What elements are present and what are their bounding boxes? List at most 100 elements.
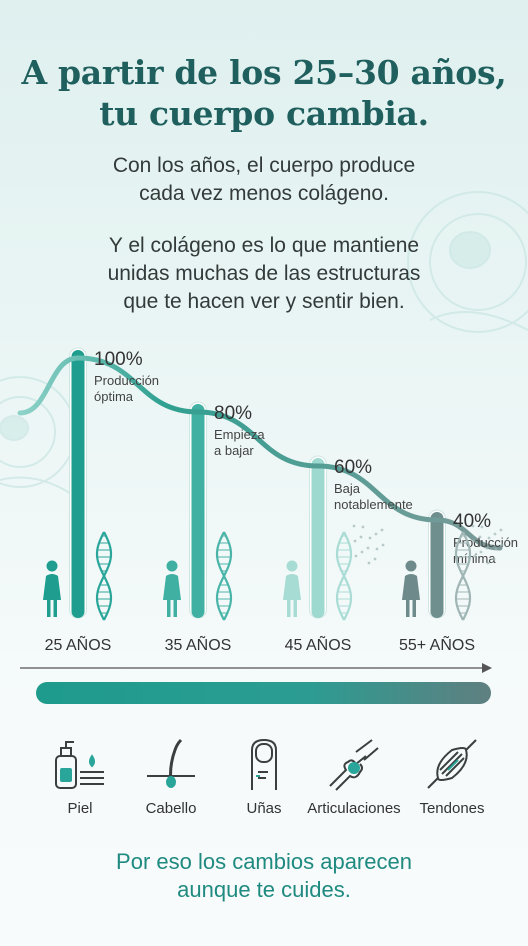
title-line-1: A partir de los 25–30 años,: [21, 53, 507, 92]
dna-particle: [374, 532, 378, 536]
benefit-skin: Piel: [25, 736, 135, 817]
person-leg: [412, 599, 416, 617]
intro-line: cada vez menos colágeno.: [139, 182, 389, 205]
footer-line: Por eso los cambios aparecen: [116, 849, 412, 874]
person-leg: [47, 599, 51, 617]
trend-curve: [17, 355, 503, 551]
x-tick-label: 55+ AÑOS: [399, 634, 475, 654]
hair-icon: [147, 738, 195, 788]
benefit-tendons: Tendones: [397, 736, 507, 817]
intro-line: unidas muchas de las estructuras: [107, 262, 421, 285]
tendon-icon: [427, 739, 477, 789]
benefit-hair: Cabello: [116, 736, 226, 817]
dna-particle: [486, 561, 490, 565]
dna-strand: [95, 531, 113, 621]
person-leg: [173, 599, 177, 617]
dna-particle: [485, 546, 489, 550]
intro-paragraph-1: Con los años, el cuerpo produce cada vez…: [0, 152, 528, 208]
nail-icon: [251, 738, 277, 790]
dna-particle: [354, 554, 358, 558]
bar-value-label: 100%: [94, 349, 143, 370]
timeline-band: [36, 682, 491, 704]
bar-value-label: 60%: [334, 457, 372, 478]
dna-particle: [473, 554, 477, 558]
joint-icon: [329, 739, 379, 791]
bar-value-label: 40%: [453, 511, 491, 532]
person-body: [283, 574, 301, 600]
person-body: [43, 574, 61, 600]
dna-particle: [494, 547, 498, 551]
bar-annotation: mínima: [453, 551, 496, 566]
person-head: [46, 560, 58, 572]
dna-particle: [487, 536, 491, 540]
bar-annotation: Empieza: [214, 427, 265, 442]
dna-particle: [472, 539, 476, 543]
dna-particle: [479, 550, 483, 554]
dna-particle: [360, 550, 364, 554]
person-body: [163, 574, 181, 600]
benefit-label: Cabello: [145, 800, 197, 817]
dna-particle: [352, 524, 356, 528]
dna-particle: [480, 525, 484, 529]
benefit-label: Uñas: [246, 800, 282, 817]
footer-message: Por eso los cambios aparecen aunque te c…: [0, 848, 528, 904]
dna-particle: [361, 525, 365, 529]
benefit-label: Piel: [67, 800, 93, 817]
intro-paragraph-2: Y el colágeno es lo que mantiene unidas …: [0, 232, 528, 316]
person-leg: [287, 599, 291, 617]
dna-particle: [353, 539, 357, 543]
bar-annotation: notablemente: [334, 497, 413, 512]
dna-strand: [215, 531, 233, 621]
x-tick-label: 35 AÑOS: [165, 634, 232, 654]
bar: [311, 458, 325, 618]
person-head: [286, 560, 298, 572]
person-leg: [53, 599, 57, 617]
benefit-nails: Uñas: [209, 736, 319, 817]
bar-annotation: a bajar: [214, 443, 254, 458]
dna-particle: [493, 532, 497, 536]
intro-line: Con los años, el cuerpo produce: [112, 154, 416, 177]
bar: [191, 404, 205, 618]
intro-line: Y el colágeno es lo que mantiene: [108, 234, 420, 257]
dna-particle: [492, 557, 496, 561]
person-leg: [167, 599, 171, 617]
x-axis-arrow: [482, 663, 492, 673]
dna-strand: [454, 531, 472, 621]
x-tick-label: 25 AÑOS: [45, 634, 112, 654]
dna-particle: [375, 547, 379, 551]
dna-particle: [381, 543, 385, 547]
benefit-label: Tendones: [419, 800, 485, 817]
dna-particle: [478, 535, 482, 539]
dna-particle: [499, 528, 503, 532]
dna-particle: [367, 561, 371, 565]
benefit-joints: Articulaciones: [299, 736, 409, 817]
person-body: [402, 574, 420, 600]
benefit-label: Articulaciones: [307, 800, 401, 817]
footer-line: aunque te cuides.: [177, 877, 351, 902]
person-head: [405, 560, 417, 572]
bar-annotation: Producción: [94, 373, 159, 388]
dna-strand: [335, 531, 353, 621]
bar-annotation: óptima: [94, 389, 134, 404]
dna-particle: [373, 557, 377, 561]
title-line-2: tu cuerpo cambia.: [99, 94, 429, 133]
bar-annotation: Baja: [334, 481, 361, 496]
x-tick-label: 45 AÑOS: [285, 634, 352, 654]
bar: [71, 350, 85, 618]
person-leg: [293, 599, 297, 617]
intro-line: que te hacen ver y sentir bien.: [123, 290, 405, 313]
dna-particle: [359, 535, 363, 539]
skin-icon: [55, 741, 104, 789]
person-head: [166, 560, 178, 572]
dna-particle: [368, 536, 372, 540]
dna-particle: [380, 528, 384, 532]
dna-particle: [471, 524, 475, 528]
bar-value-label: 80%: [214, 403, 252, 424]
benefits-row: Piel Cabello Uñas: [0, 736, 528, 826]
person-leg: [406, 599, 410, 617]
bar: [430, 512, 444, 618]
page-title: A partir de los 25–30 años, tu cuerpo ca…: [0, 52, 528, 134]
dna-particle: [366, 546, 370, 550]
dna-particle: [500, 543, 504, 547]
